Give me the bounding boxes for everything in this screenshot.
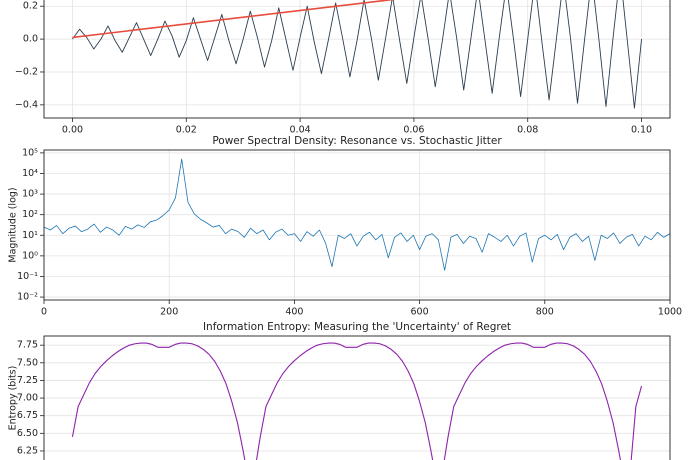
axes-frame: [43, 335, 671, 460]
y-tick-label: 7.50: [17, 357, 38, 368]
chart-title: Power Spectral Density: Resonance vs. St…: [212, 135, 502, 147]
plot-area: [44, 158, 670, 271]
x-tick-label: 0.06: [403, 125, 424, 136]
axes-frame: [43, 149, 671, 301]
y-tick-label: 10⁻²: [17, 292, 38, 303]
y-tick-label: 7.00: [17, 393, 38, 404]
y-tick-label: 6.75: [17, 410, 38, 421]
axes-frame: [43, 0, 671, 119]
y-tick-label: 10⁵: [22, 147, 38, 158]
x-tick-label: 1000: [658, 307, 682, 318]
y-axis-label: Entropy (bits): [8, 366, 19, 431]
y-tick-label: 7.25: [17, 375, 38, 386]
x-tick-label: 200: [160, 307, 178, 318]
y-tick-label: 0.2: [23, 1, 38, 12]
chart-title: Information Entropy: Measuring the 'Unce…: [203, 321, 511, 333]
x-tick-label: 0.00: [62, 125, 83, 136]
plot-area: [71, 342, 643, 460]
y-tick-label: 10⁴: [22, 168, 38, 179]
y-tick-label: 7.75: [17, 340, 38, 351]
x-tick-label: 0.08: [517, 125, 538, 136]
x-tick-label: 600: [411, 307, 429, 318]
y-tick-label: 10⁻¹: [17, 271, 38, 282]
x-tick-label: 0.04: [290, 125, 311, 136]
series-line: [44, 158, 670, 271]
x-tick-label: 400: [285, 307, 303, 318]
y-tick-label: 10¹: [22, 230, 38, 241]
x-tick-label: 800: [536, 307, 554, 318]
y-tick-label: 10²: [22, 209, 38, 220]
y-tick-label: 6.50: [17, 428, 38, 439]
y-axis-label: Magnitude (log): [8, 187, 19, 262]
y-tick-label: 6.25: [17, 445, 38, 456]
series-line: [71, 342, 643, 460]
series-line: [72, 0, 642, 109]
x-tick-label: 0: [41, 307, 47, 318]
y-tick-label: 10³: [22, 189, 38, 200]
x-tick-label: 0.02: [176, 125, 197, 136]
y-tick-label: 10⁰: [22, 250, 38, 261]
plot-area: [72, 0, 642, 109]
y-tick-label: −0.2: [15, 66, 38, 77]
y-tick-label: 0.0: [23, 34, 38, 45]
series-line: [72, 0, 396, 39]
x-tick-label: 0.10: [631, 125, 652, 136]
y-tick-label: −0.4: [15, 99, 38, 110]
